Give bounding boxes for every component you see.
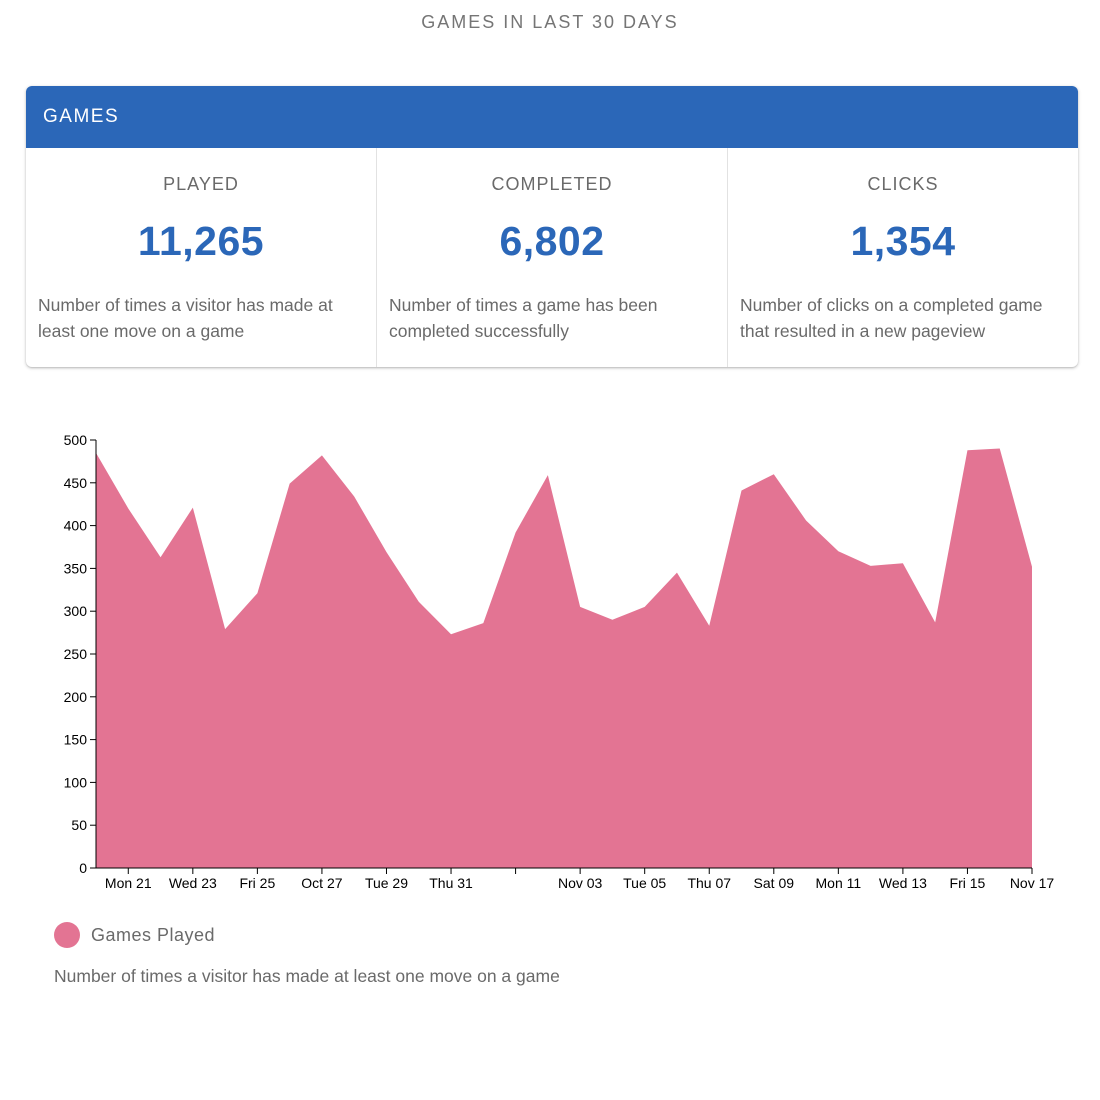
card-header: GAMES [26,86,1078,148]
x-tick-label: Tue 05 [623,875,666,891]
y-tick-label: 300 [64,603,88,619]
y-tick-label: 50 [71,817,87,833]
y-tick-label: 200 [64,689,88,705]
stat-value: 1,354 [850,218,956,264]
games-played-area-chart: 0 50 100 150 200 250 300 350 400 450 500 Mon 21 Wed … [64,432,1055,891]
y-tick-label: 0 [79,860,87,876]
x-tick-label: Fri 25 [239,875,275,891]
stats-row: PLAYED 11,265 Number of times a visitor … [26,148,1078,367]
games-card: GAMES PLAYED 11,265 Number of times a vi… [26,86,1078,367]
x-tick-label: Mon 11 [816,875,862,891]
stat-description: Number of times a visitor has made at le… [38,295,333,341]
stat-label: PLAYED [163,174,239,194]
stat-label: CLICKS [867,174,939,194]
x-tick-label: Fri 15 [950,875,986,891]
x-tick-label: Wed 23 [169,875,217,891]
legend-swatch [54,922,80,948]
chart-container: 0 50 100 150 200 250 300 350 400 450 500 Mon 21 Wed … [0,400,1100,910]
legend-description: Number of times a visitor has made at le… [54,966,560,986]
stat-description: Number of times a game has been complete… [389,295,658,341]
x-tick-label: Wed 13 [879,875,927,891]
stat-clicks: CLICKS 1,354 Number of clicks on a compl… [728,148,1078,367]
y-tick-label: 100 [64,774,88,790]
stat-completed: COMPLETED 6,802 Number of times a game h… [377,148,728,367]
y-tick-label: 250 [64,646,88,662]
x-tick-label: Thu 31 [429,875,473,891]
y-tick-label: 450 [64,475,88,491]
stat-label: COMPLETED [491,174,613,194]
x-tick-label: Nov 03 [558,875,603,891]
chart-legend[interactable]: Games Played [54,922,215,948]
stat-value: 6,802 [499,218,605,264]
x-tick-label: Mon 21 [105,875,152,891]
stat-value: 11,265 [137,218,265,264]
x-tick-label: Nov 17 [1010,875,1055,891]
x-tick-label: Oct 27 [301,875,342,891]
y-tick-label: 350 [64,560,88,576]
y-tick-label: 150 [64,732,88,748]
x-tick-label: Sat 09 [754,875,795,891]
x-tick-label: Tue 29 [365,875,408,891]
legend-label: Games Played [91,924,216,945]
x-tick-label: Thu 07 [687,875,731,891]
games-played-area [96,448,1032,868]
y-tick-label: 500 [64,432,88,448]
page-title: GAMES IN LAST 30 DAYS [421,12,679,32]
y-tick-label: 400 [64,518,88,534]
stat-description: Number of clicks on a completed game tha… [740,295,1043,341]
stat-played: PLAYED 11,265 Number of times a visitor … [26,148,377,367]
